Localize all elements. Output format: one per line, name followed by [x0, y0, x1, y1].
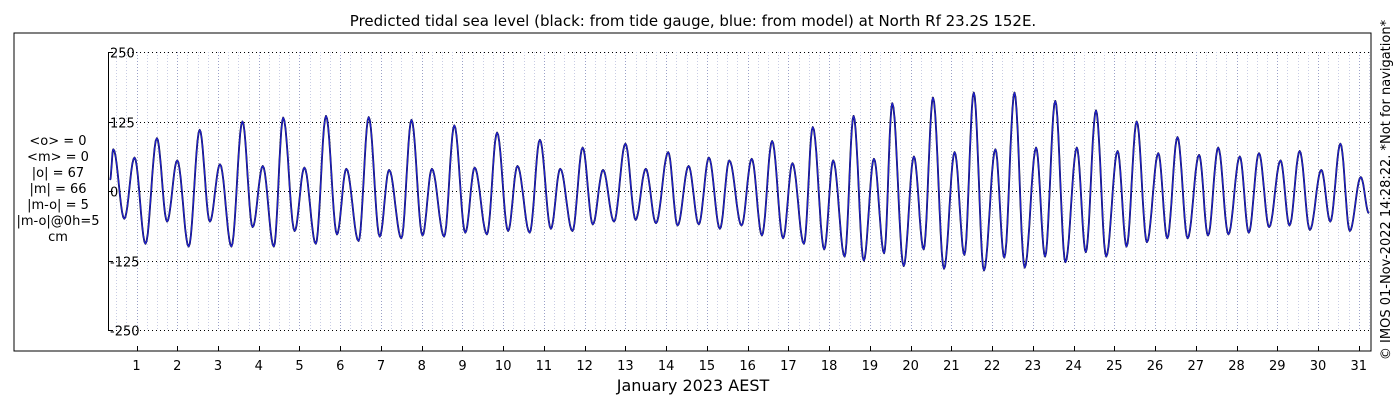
x-tick-label: 12 [576, 359, 593, 374]
x-tick-label: 16 [739, 359, 756, 374]
stats-line: cm [48, 230, 68, 245]
x-tick-label: 2 [173, 359, 181, 374]
plot-frame [13, 32, 1372, 352]
stats-block: <o> = 0<m> = 0|o| = 67|m| = 66|m-o| = 5|… [17, 134, 100, 245]
x-tick-label: 11 [536, 359, 553, 374]
x-tick-label: 21 [943, 359, 960, 374]
x-tick-label: 29 [1269, 359, 1286, 374]
x-tick-label: 23 [1025, 359, 1042, 374]
stats-line: |m-o|@0h=5 [17, 214, 100, 229]
x-tick-label: 30 [1310, 359, 1327, 374]
y-tick-label: 125 [110, 117, 135, 132]
stats-line: |m| = 66 [29, 182, 86, 197]
copyright-note: © IMOS 01-Nov-2022 14:28:22. *Not for na… [1379, 19, 1394, 360]
x-tick-label: 18 [821, 359, 838, 374]
stats-line: |m-o| = 5 [27, 198, 89, 213]
x-tick-label: 19 [862, 359, 879, 374]
x-tick-label: 9 [458, 359, 466, 374]
x-tick-label: 8 [418, 359, 426, 374]
x-tick-label: 6 [336, 359, 344, 374]
x-axis-label: January 2023 AEST [616, 376, 770, 395]
x-tick-label: 20 [902, 359, 919, 374]
x-tick-label: 17 [780, 359, 797, 374]
y-ticks: 250 125 0 -125 -250 [108, 47, 140, 340]
x-tick-label: 31 [1351, 359, 1368, 374]
x-tick-label: 14 [658, 359, 675, 374]
x-tick-label: 13 [617, 359, 634, 374]
x-tick-label: 15 [699, 359, 716, 374]
x-tick-label: 27 [1188, 359, 1205, 374]
x-tick-label: 5 [295, 359, 303, 374]
stats-line: <m> = 0 [27, 150, 89, 165]
series-line-gauge [109, 91, 1370, 272]
y-tick-label: 0 [110, 186, 118, 201]
chart-title: Predicted tidal sea level (black: from t… [350, 12, 1036, 30]
x-tick-label: 10 [495, 359, 512, 374]
y-tick-label: 250 [110, 47, 135, 62]
x-tick-label: 22 [984, 359, 1001, 374]
series-layer [109, 91, 1370, 272]
x-ticks: 1 2 3 4 5 6 7 8 9 10 11 12 13 14 15 16 17 18 19 20 21 22 23 24 2… [132, 346, 1367, 374]
grid-layer [108, 52, 1371, 331]
series-line-model [109, 91, 1370, 272]
x-tick-label: 26 [1147, 359, 1164, 374]
x-tick-label: 25 [1106, 359, 1123, 374]
x-tick-label: 28 [1228, 359, 1245, 374]
stats-line: <o> = 0 [29, 134, 86, 149]
x-tick-label: 3 [214, 359, 222, 374]
x-tick-label: 1 [132, 359, 140, 374]
x-tick-label: 4 [255, 359, 263, 374]
y-tick-label: -125 [110, 256, 140, 271]
stats-line: |o| = 67 [32, 166, 84, 181]
x-tick-label: 7 [377, 359, 385, 374]
y-tick-label: -250 [110, 325, 140, 340]
x-tick-label: 24 [1065, 359, 1082, 374]
